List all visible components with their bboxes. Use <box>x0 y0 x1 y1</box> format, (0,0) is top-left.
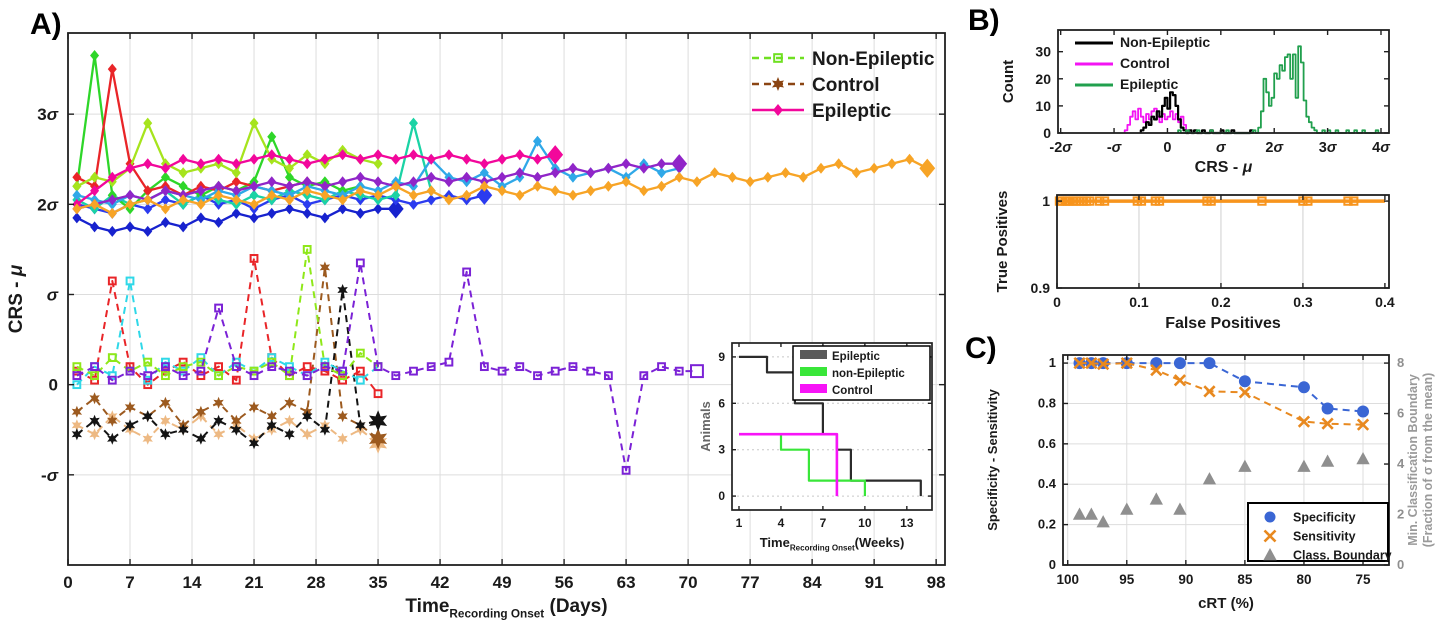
svg-text:-σ: -σ <box>1107 140 1123 156</box>
svg-text:84: 84 <box>803 573 822 592</box>
svg-text:2σ: 2σ <box>1265 140 1284 156</box>
svg-text:0.4: 0.4 <box>1038 476 1057 491</box>
svg-text:Count: Count <box>1000 60 1017 103</box>
svg-text:False Positives: False Positives <box>1165 315 1281 332</box>
svg-text:0: 0 <box>1397 557 1404 572</box>
svg-text:0.9: 0.9 <box>1031 280 1051 296</box>
svg-text:42: 42 <box>431 573 450 592</box>
svg-text:14: 14 <box>183 573 202 592</box>
svg-text:0.2: 0.2 <box>1038 517 1056 532</box>
svg-text:0.8: 0.8 <box>1038 395 1056 410</box>
svg-text:0.2: 0.2 <box>1211 294 1231 310</box>
svg-text:σ: σ <box>1216 140 1227 156</box>
svg-text:TimeRecording Onset (Days): TimeRecording Onset (Days) <box>405 596 607 620</box>
svg-text:0: 0 <box>1053 294 1061 310</box>
svg-text:1: 1 <box>1049 355 1056 370</box>
svg-text:0: 0 <box>63 573 72 592</box>
svg-text:4σ: 4σ <box>1372 140 1391 156</box>
svg-text:28: 28 <box>307 573 326 592</box>
svg-text:Epileptic: Epileptic <box>812 101 892 122</box>
svg-text:95: 95 <box>1119 572 1135 587</box>
svg-text:0.1: 0.1 <box>1129 294 1149 310</box>
svg-text:Epileptic: Epileptic <box>1120 76 1179 92</box>
svg-text:cRT (%): cRT (%) <box>1198 595 1254 612</box>
svg-text:13: 13 <box>900 516 914 530</box>
svg-text:Non-Epileptic: Non-Epileptic <box>812 49 935 70</box>
svg-text:0: 0 <box>718 489 725 503</box>
svg-text:9: 9 <box>718 350 725 364</box>
svg-text:0: 0 <box>49 376 58 395</box>
svg-text:2: 2 <box>1397 507 1404 522</box>
svg-text:Animals: Animals <box>700 401 713 452</box>
svg-text:1: 1 <box>1042 193 1050 209</box>
panel-c-label: C) <box>965 332 997 365</box>
panel-b-roc-chart: 0 0.1 0.2 0.3 0.4 0.9 1 False Positives True Pos… <box>994 191 1395 332</box>
svg-text:70: 70 <box>679 573 698 592</box>
svg-text:10: 10 <box>1035 98 1051 114</box>
svg-text:3σ: 3σ <box>1319 140 1338 156</box>
svg-text:49: 49 <box>493 573 512 592</box>
svg-text:7: 7 <box>125 573 134 592</box>
svg-text:4: 4 <box>1397 456 1405 471</box>
svg-text:σ: σ <box>47 285 59 304</box>
svg-text:30: 30 <box>1035 44 1051 60</box>
panel-a-label: A) <box>30 8 62 41</box>
svg-text:0: 0 <box>1049 557 1056 572</box>
svg-text:Specificity - Sensitivity: Specificity - Sensitivity <box>985 388 1000 530</box>
svg-text:85: 85 <box>1237 572 1253 587</box>
svg-text:63: 63 <box>617 573 636 592</box>
svg-text:0.4: 0.4 <box>1375 294 1395 310</box>
svg-text:20: 20 <box>1035 71 1051 87</box>
svg-text:2σ: 2σ <box>37 195 58 214</box>
svg-text:non-Epileptic: non-Epileptic <box>832 368 905 380</box>
panel-a-inset-chart: 1 4 7 10 13 0 3 6 9 TimeRecording Onset(Weeks) Ani… <box>700 342 933 553</box>
svg-text:Sensitivity: Sensitivity <box>1293 530 1356 544</box>
svg-text:-σ: -σ <box>41 466 59 485</box>
svg-text:56: 56 <box>555 573 574 592</box>
svg-text:TimeRecording Onset(Weeks): TimeRecording Onset(Weeks) <box>760 535 905 553</box>
svg-text:6: 6 <box>1397 406 1404 421</box>
svg-text:Class. Boundary: Class. Boundary <box>1293 549 1392 563</box>
svg-text:1: 1 <box>736 516 743 530</box>
svg-text:Control: Control <box>812 75 880 96</box>
svg-text:7: 7 <box>820 516 827 530</box>
svg-text:0.6: 0.6 <box>1038 436 1056 451</box>
svg-text:75: 75 <box>1355 572 1371 587</box>
svg-text:0: 0 <box>1043 125 1051 141</box>
svg-text:Control: Control <box>832 385 873 397</box>
svg-text:CRS - μ: CRS - μ <box>6 264 27 333</box>
svg-text:10: 10 <box>858 516 872 530</box>
svg-text:8: 8 <box>1397 355 1404 370</box>
svg-text:0: 0 <box>1163 140 1171 156</box>
panel-c-chart: 100 95 90 85 80 75 0 0.2 0.4 0.6 0.8 1 0 2 4 6 8 cRT (%) S… <box>985 354 1435 612</box>
svg-text:6: 6 <box>718 396 725 410</box>
svg-text:91: 91 <box>865 573 884 592</box>
svg-text:4: 4 <box>778 516 785 530</box>
svg-text:3: 3 <box>718 443 725 457</box>
svg-text:Min. Classification Boundary: Min. Classification Boundary <box>1406 374 1420 546</box>
svg-text:80: 80 <box>1296 572 1311 587</box>
svg-text:90: 90 <box>1178 572 1193 587</box>
panel-a-chart: 0 7 14 21 28 35 42 49 56 63 70 77 84 91 983σ2σσ0-σTime… <box>6 32 946 620</box>
svg-text:(Fraction of σ from the mean): (Fraction of σ from the mean) <box>1421 373 1435 548</box>
svg-text:Specificity: Specificity <box>1293 511 1356 525</box>
svg-text:77: 77 <box>741 573 760 592</box>
panel-b-label: B) <box>968 4 1000 37</box>
svg-text:3σ: 3σ <box>37 105 58 124</box>
svg-text:0.3: 0.3 <box>1293 294 1313 310</box>
svg-text:Epileptic: Epileptic <box>832 351 881 363</box>
svg-text:CRS - μ: CRS - μ <box>1195 159 1253 176</box>
svg-text:Non-Epileptic: Non-Epileptic <box>1120 34 1210 50</box>
svg-text:100: 100 <box>1056 572 1079 587</box>
svg-text:True Positives: True Positives <box>994 191 1011 293</box>
svg-text:-2σ: -2σ <box>1049 140 1073 156</box>
svg-text:35: 35 <box>369 573 388 592</box>
svg-text:Control: Control <box>1120 55 1170 71</box>
panel-b-histogram: -2σ -σ 0 σ 2σ 3σ 4σ 0 10 20 30 CRS - μ Count Non-Epil… <box>1000 29 1391 176</box>
svg-text:98: 98 <box>927 573 946 592</box>
svg-text:21: 21 <box>245 573 264 592</box>
